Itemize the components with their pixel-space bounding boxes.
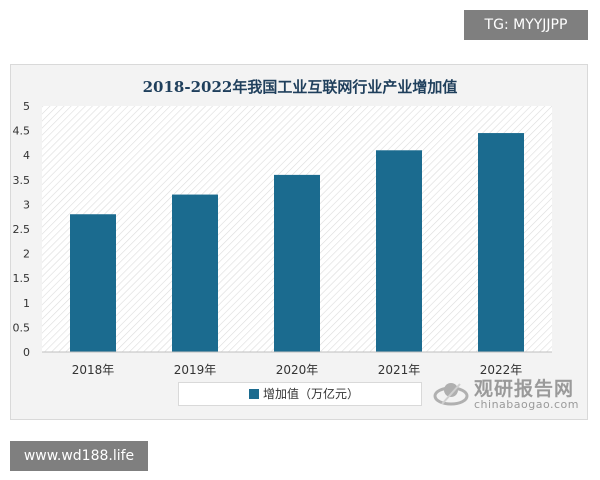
- brand-logo-icon: [433, 383, 469, 406]
- bar-2021年: [376, 150, 422, 352]
- y-tick-label: 1: [23, 297, 30, 310]
- y-tick-label: 4.5: [13, 125, 31, 138]
- brand-domain: chinabaogao.com: [474, 398, 579, 411]
- y-tick-label: 3: [23, 198, 30, 211]
- y-tick-label: 5: [23, 100, 30, 113]
- x-tick-label: 2022年: [480, 363, 523, 377]
- brand-name: 观研报告网: [474, 378, 575, 400]
- y-tick-label: 4: [23, 149, 30, 162]
- x-tick-label: 2019年: [174, 363, 217, 377]
- bar-2022年: [478, 133, 524, 352]
- bar-2019年: [172, 194, 218, 352]
- overlay-tag-bottom: www.wd188.life: [10, 441, 148, 471]
- x-tick-label: 2018年: [72, 363, 115, 377]
- x-tick-label: 2021年: [378, 363, 421, 377]
- overlay-tag-top: TG: MYYJJPP: [464, 10, 588, 40]
- y-tick-label: 1.5: [13, 272, 31, 285]
- legend-swatch: [249, 389, 259, 399]
- y-tick-label: 0: [23, 346, 30, 359]
- bar-2020年: [274, 174, 320, 352]
- legend-label: 增加值（万亿元）: [263, 387, 360, 401]
- brand-watermark: 观研报告网 chinabaogao.com: [432, 372, 590, 416]
- y-tick-label: 2.5: [13, 223, 31, 236]
- y-tick-label: 2: [23, 248, 30, 261]
- y-tick-label: 3.5: [13, 174, 31, 187]
- bar-2018年: [70, 214, 116, 352]
- y-tick-label: 0.5: [13, 321, 31, 334]
- legend: 增加值（万亿元）: [178, 382, 422, 406]
- x-tick-label: 2020年: [276, 363, 319, 377]
- chart-title: 2018-2022年我国工业互联网行业产业增加值: [142, 78, 458, 96]
